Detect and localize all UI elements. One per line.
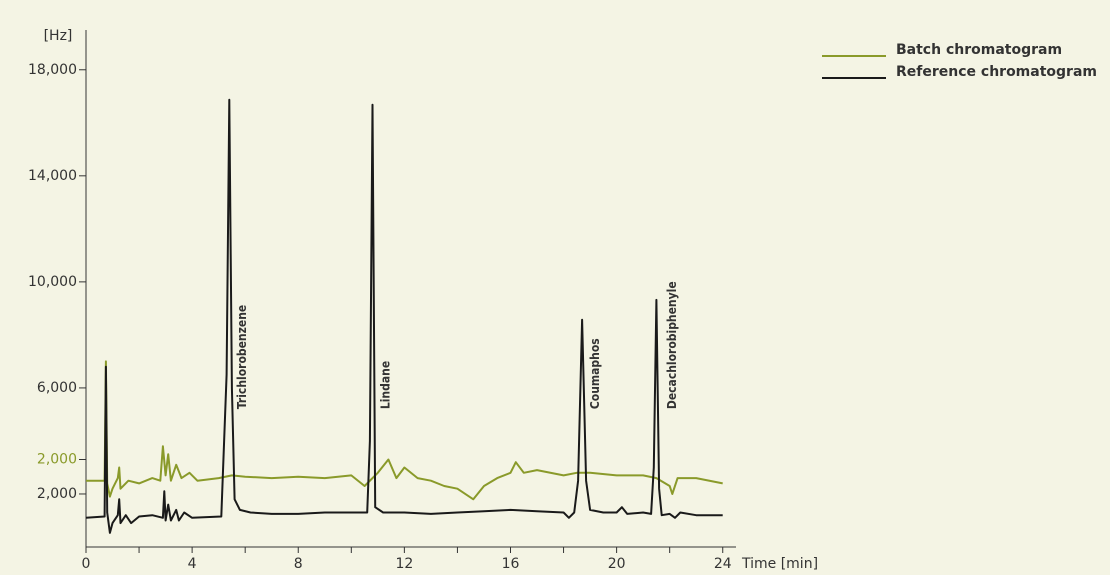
x-tick-label: 4 [188, 556, 197, 572]
x-tick-label: 16 [502, 556, 520, 572]
peak-annotation: Trichlorobenzene [235, 305, 249, 409]
y-tick-label: 6,000 [37, 380, 77, 396]
series-line [86, 360, 723, 501]
x-axis-label: Time [min] [741, 556, 818, 572]
y2-tick-label: 2,000 [37, 452, 77, 468]
y-tick-label: 18,000 [28, 62, 77, 78]
x-tick-label: 8 [294, 556, 303, 572]
series-line [85, 98, 723, 534]
x-tick-label: 20 [608, 556, 626, 572]
y-axis-label: [Hz] [44, 28, 73, 44]
legend-label: Reference chromatogram [896, 64, 1097, 80]
y-tick-label: 10,000 [28, 274, 77, 290]
x-tick-label: 0 [82, 556, 91, 572]
x-tick-label: 24 [714, 556, 732, 572]
peak-annotation: Coumaphos [588, 338, 602, 409]
legend-label: Batch chromatogram [896, 42, 1062, 58]
peak-annotation: Decachlorobiphenyle [665, 281, 679, 409]
y-tick-label: 2,000 [37, 486, 77, 502]
peak-annotation: Lindane [378, 361, 392, 409]
x-tick-label: 12 [395, 556, 413, 572]
y-tick-label: 14,000 [28, 168, 77, 184]
